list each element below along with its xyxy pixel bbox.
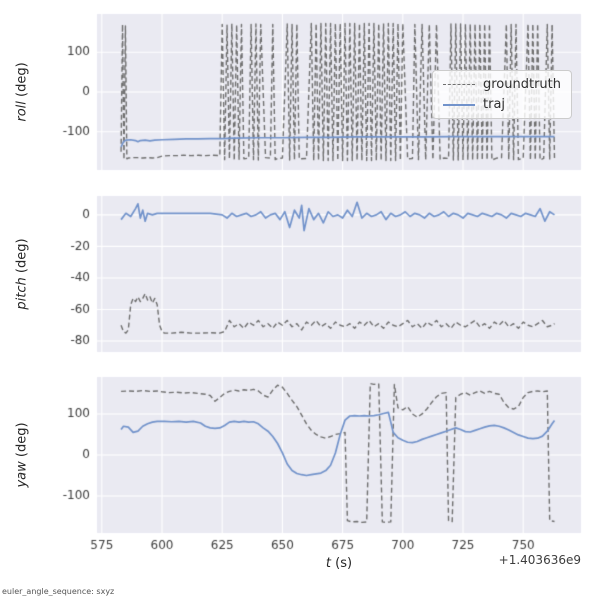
ylabel-roll-rest: (deg) (14, 62, 30, 102)
ylabel-roll: roll (deg) (15, 62, 30, 121)
legend-groundtruth-label: groundtruth (483, 77, 562, 92)
xlabel-italic: t (325, 556, 332, 571)
legend-groundtruth-line-sample (443, 84, 475, 85)
ylabel-pitch-rest: (deg) (14, 238, 30, 278)
ylabel-yaw: yaw (deg) (15, 422, 30, 487)
ylabel-roll-italic: roll (14, 101, 30, 122)
ylabel-pitch-italic: pitch (14, 277, 30, 310)
xlabel: t (s) (326, 556, 352, 571)
x-axis-offset-label: +1.403636e9 (498, 553, 581, 567)
ylabel-yaw-italic: yaw (14, 461, 30, 488)
legend: groundtruth traj (432, 70, 573, 119)
legend-entry-traj: traj (443, 98, 561, 111)
legend-entry-groundtruth: groundtruth (443, 78, 561, 91)
ylabel-yaw-rest: (deg) (14, 422, 30, 462)
xlabel-rest: (s) (331, 556, 353, 571)
legend-traj-line-sample (443, 103, 475, 106)
legend-traj-label: traj (483, 97, 506, 112)
footer-euler-sequence-label: euler_angle_sequence: sxyz (2, 587, 115, 596)
ylabel-pitch: pitch (deg) (15, 238, 30, 309)
